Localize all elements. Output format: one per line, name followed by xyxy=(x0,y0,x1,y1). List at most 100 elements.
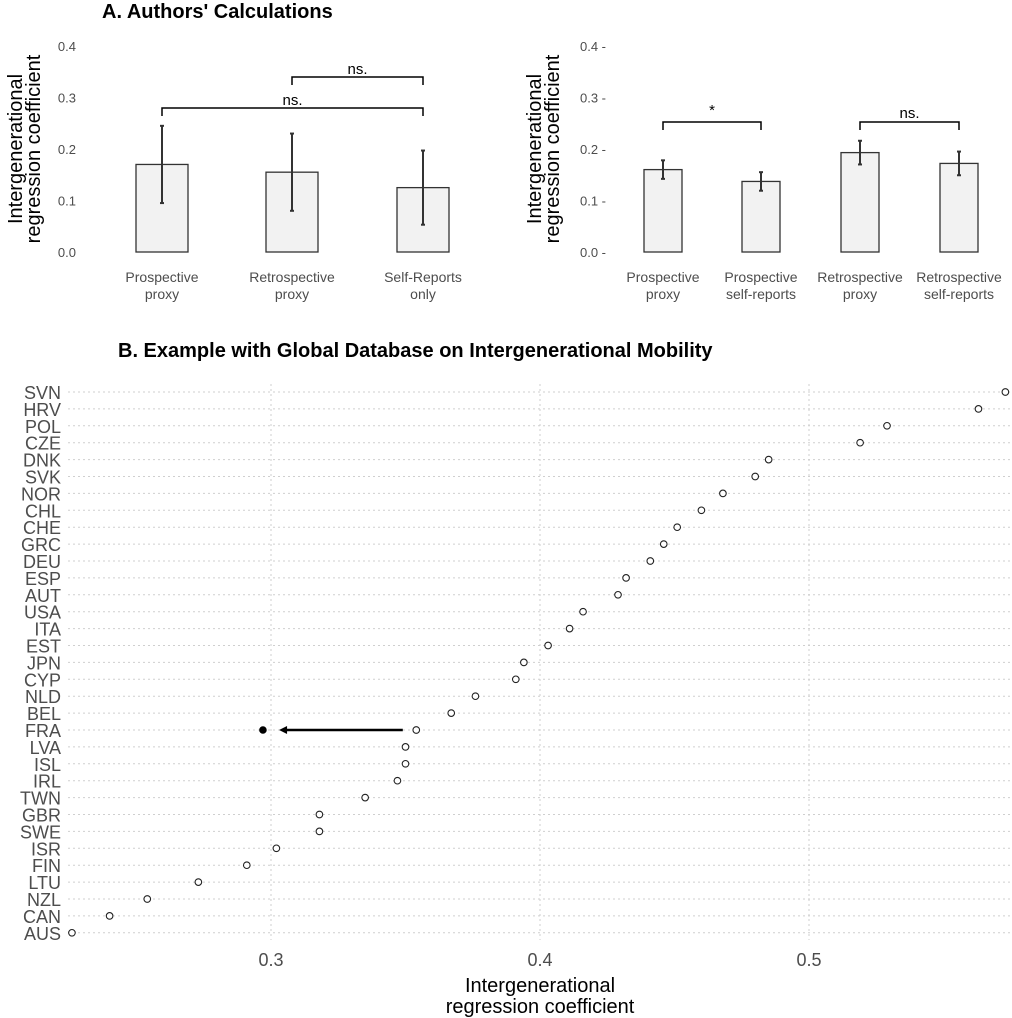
significance-label: * xyxy=(709,102,715,119)
x-tick-label: self-reports xyxy=(924,286,994,302)
bar xyxy=(840,151,880,253)
significance-bracket xyxy=(859,121,960,130)
country-label: FIN xyxy=(32,856,61,876)
country-label: CZE xyxy=(25,434,61,454)
country-label: ISR xyxy=(31,839,61,859)
country-label: ESP xyxy=(25,569,61,589)
data-point xyxy=(194,878,203,886)
country-label: NLD xyxy=(25,687,61,707)
highlight-point xyxy=(259,726,267,734)
country-label: DEU xyxy=(23,552,61,572)
data-point xyxy=(544,641,552,650)
country-label: AUS xyxy=(24,924,61,944)
data-point xyxy=(68,928,76,937)
x-tick-label: Prospective xyxy=(125,269,198,285)
country-label: CHL xyxy=(25,501,61,521)
country-label: GBR xyxy=(22,806,61,826)
country-label: CHE xyxy=(23,518,61,538)
data-point xyxy=(646,557,655,565)
country-label: CAN xyxy=(23,907,61,927)
data-point xyxy=(673,523,682,532)
x-tick-label: only xyxy=(410,286,436,302)
data-point xyxy=(401,743,410,751)
data-point xyxy=(697,506,706,515)
y-axis-title: Intergenerational xyxy=(5,74,27,224)
data-point xyxy=(315,827,324,836)
x-tick-label: proxy xyxy=(843,286,877,302)
y-tick-label: 0.2 - xyxy=(580,142,606,157)
country-label: BEL xyxy=(27,704,61,724)
x-tick-label: Retrospective xyxy=(817,269,903,285)
x-tick-label: Retrospective xyxy=(916,269,1002,285)
data-point xyxy=(614,590,622,599)
significance-bracket xyxy=(161,107,424,116)
y-tick-label: 0.0 xyxy=(58,245,76,260)
x-axis-title: Intergenerational xyxy=(465,975,615,997)
country-label: IRL xyxy=(33,772,61,792)
country-label: LVA xyxy=(30,738,61,758)
significance-label: ns. xyxy=(282,92,302,109)
y-tick-label: 0.4 xyxy=(58,39,76,54)
bar xyxy=(643,168,683,253)
y-axis-title: regression coefficient xyxy=(542,54,564,243)
bar xyxy=(939,162,979,253)
significance-bracket xyxy=(662,121,762,130)
data-point xyxy=(412,726,421,734)
country-label: GRC xyxy=(21,535,61,555)
country-label: SVK xyxy=(25,468,61,488)
x-tick-label: proxy xyxy=(646,286,680,302)
y-tick-label: 0.3 xyxy=(58,91,76,106)
country-label: TWN xyxy=(20,789,61,809)
country-label: SVN xyxy=(24,383,61,403)
y-axis-title: Intergenerational xyxy=(524,74,546,224)
country-label: LTU xyxy=(28,873,61,893)
country-label: HRV xyxy=(23,400,61,420)
country-label: ITA xyxy=(34,620,61,640)
panel-a-title: A. Authors' Calculations xyxy=(102,1,333,23)
data-point xyxy=(579,607,587,616)
country-label: FRA xyxy=(25,721,61,741)
y-tick-label: 0.0 - xyxy=(580,245,606,260)
country-label: ISL xyxy=(34,755,61,775)
data-point xyxy=(520,658,528,667)
significance-label: ns. xyxy=(899,105,919,122)
y-tick-label: 0.4 - xyxy=(580,39,606,54)
data-point xyxy=(856,438,864,447)
data-point xyxy=(401,759,410,768)
data-point xyxy=(393,776,402,785)
x-tick-label: 0.4 xyxy=(527,950,552,970)
data-point xyxy=(622,574,630,582)
y-tick-label: 0.1 - xyxy=(580,194,606,209)
significance-bracket xyxy=(291,76,424,85)
data-point xyxy=(883,421,891,430)
data-point xyxy=(659,540,668,548)
data-point xyxy=(1001,388,1010,396)
bar xyxy=(741,180,781,253)
data-point xyxy=(719,489,727,498)
y-tick-label: 0.3 - xyxy=(580,91,606,106)
y-tick-label: 0.1 xyxy=(58,194,76,209)
country-label: POL xyxy=(25,417,61,437)
y-tick-label: 0.2 xyxy=(58,142,76,157)
country-label: EST xyxy=(26,637,61,657)
data-point xyxy=(974,405,983,413)
data-point xyxy=(242,861,251,870)
x-tick-label: Retrospective xyxy=(249,269,335,285)
data-point xyxy=(511,675,520,684)
x-tick-label: proxy xyxy=(275,286,309,302)
country-label: JPN xyxy=(27,653,61,673)
significance-label: ns. xyxy=(347,61,367,78)
country-label: NZL xyxy=(27,890,61,910)
x-tick-label: Self-Reports xyxy=(384,269,462,285)
x-tick-label: Prospective xyxy=(724,269,797,285)
data-point xyxy=(471,692,480,701)
country-label: DNK xyxy=(23,451,61,471)
data-point xyxy=(565,624,574,633)
data-point xyxy=(272,844,281,853)
y-axis-title: regression coefficient xyxy=(23,54,45,243)
country-label: NOR xyxy=(21,484,61,504)
data-point xyxy=(315,810,324,819)
x-tick-label: Prospective xyxy=(626,269,699,285)
x-tick-label: proxy xyxy=(145,286,179,302)
